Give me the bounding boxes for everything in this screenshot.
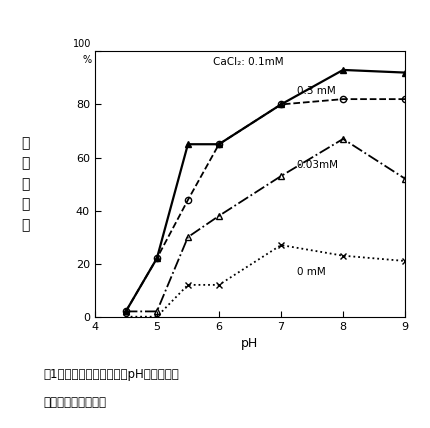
Text: 100: 100	[73, 39, 92, 49]
Text: %: %	[83, 55, 92, 65]
Text: むイオンの影響: むイオンの影響	[43, 396, 106, 409]
Text: 間: 間	[22, 136, 30, 150]
Text: 接: 接	[22, 157, 30, 170]
X-axis label: pH: pH	[241, 337, 258, 350]
Text: 0.03mM: 0.03mM	[296, 160, 338, 170]
Text: 芽: 芽	[22, 198, 30, 211]
Text: 0.3 mM: 0.3 mM	[296, 86, 335, 96]
Text: 率: 率	[22, 218, 30, 232]
Text: 0 mM: 0 mM	[296, 267, 325, 276]
Text: 図1．　間接発芽と水質：pHとカルシウ: 図1． 間接発芽と水質：pHとカルシウ	[43, 368, 178, 381]
Text: CaCl₂: 0.1mM: CaCl₂: 0.1mM	[212, 57, 283, 67]
Text: 発: 発	[22, 177, 30, 191]
